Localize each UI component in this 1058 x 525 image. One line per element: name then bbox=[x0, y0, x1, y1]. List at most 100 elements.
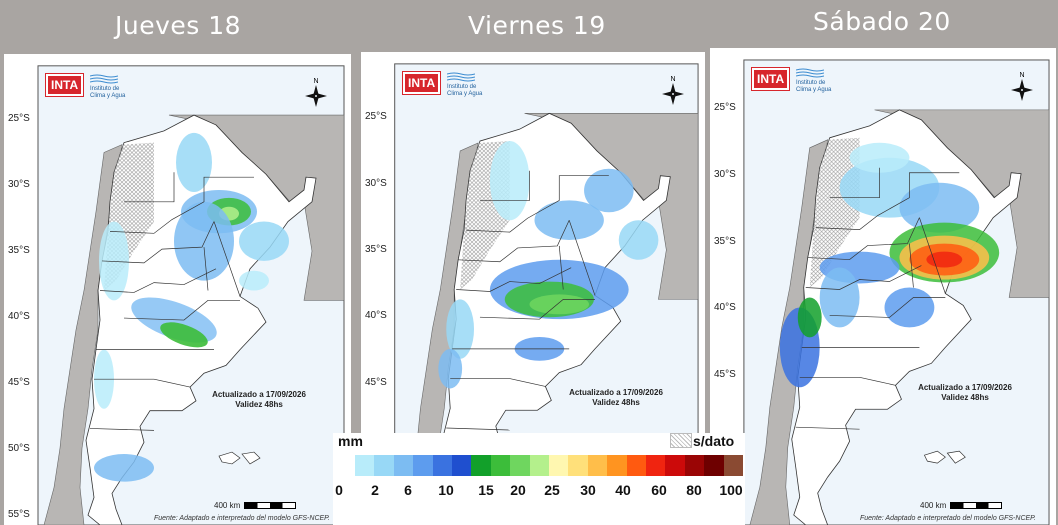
latitude-label: 25°S bbox=[714, 101, 736, 113]
source-note: Fuente: Adaptado e interpretado del mode… bbox=[860, 515, 1036, 522]
legend-swatch bbox=[568, 455, 589, 476]
province-border bbox=[99, 268, 217, 293]
validity: Validez 48hs bbox=[941, 393, 989, 402]
legend-swatch bbox=[374, 455, 395, 476]
legend-swatch bbox=[393, 455, 414, 476]
no-data-hatch-swatch bbox=[670, 433, 692, 448]
legend-swatch bbox=[646, 455, 666, 476]
legend-swatch bbox=[587, 455, 608, 476]
instituto-clima-agua-logo bbox=[796, 68, 824, 78]
province-border bbox=[799, 376, 896, 386]
legend-tick-label: 30 bbox=[580, 482, 596, 498]
latitude-label: 40°S bbox=[365, 310, 387, 322]
latitude-label: 35°S bbox=[365, 243, 387, 255]
latitude-label: 45°S bbox=[365, 376, 387, 388]
inta-logo: INTA bbox=[401, 71, 442, 95]
update-info: Actualizado a 17/09/2026 Validez 48hs bbox=[189, 390, 329, 410]
legend-tick-label: 10 bbox=[438, 482, 454, 498]
province-border bbox=[213, 221, 241, 297]
update-info: Actualizado a 17/09/2026 Validez 48hs bbox=[895, 383, 1035, 403]
institute-line-2: Clima y Agua bbox=[90, 93, 126, 99]
updated-date: Actualizado a 17/09/2026 bbox=[569, 388, 663, 397]
chile-region bbox=[400, 142, 479, 525]
province-border bbox=[829, 297, 946, 318]
rain-area bbox=[176, 132, 212, 192]
province-border bbox=[558, 245, 564, 290]
province-border bbox=[203, 247, 209, 291]
precipitation-map bbox=[743, 59, 1050, 525]
legend-swatch bbox=[432, 455, 453, 476]
province-border bbox=[123, 299, 240, 321]
legend-tick-label: 15 bbox=[478, 482, 494, 498]
validity: Validez 48hs bbox=[592, 398, 640, 407]
legend-tick-label: 80 bbox=[686, 482, 702, 498]
legend-swatch bbox=[607, 455, 628, 476]
institute-name: Instituto de Clima y Agua bbox=[90, 86, 125, 100]
province-border bbox=[124, 172, 175, 203]
legend-tick-label: 25 bbox=[544, 482, 560, 498]
legend-swatch bbox=[510, 455, 531, 476]
rain-area bbox=[849, 142, 910, 173]
legend-tick-label: 100 bbox=[719, 482, 743, 498]
latitude-label: 40°S bbox=[8, 311, 30, 323]
institute-line-1: Instituto de bbox=[447, 84, 477, 90]
rain-area bbox=[899, 182, 980, 233]
scale-label: 400 km bbox=[920, 501, 947, 510]
legend-unit: mm bbox=[338, 433, 363, 449]
latitude-label: 30°S bbox=[8, 179, 30, 191]
province-border bbox=[109, 176, 254, 234]
legend-swatch bbox=[723, 455, 744, 476]
legend-swatch bbox=[413, 455, 434, 476]
province-border bbox=[101, 221, 215, 264]
province-border bbox=[807, 217, 920, 260]
updated-date: Actualizado a 17/09/2026 bbox=[918, 383, 1012, 392]
legend-tick-label: 60 bbox=[651, 482, 667, 498]
province-border bbox=[479, 170, 530, 201]
province-border bbox=[450, 378, 546, 387]
rain-area bbox=[529, 294, 590, 315]
legend-swatch bbox=[471, 455, 492, 476]
province-border bbox=[89, 428, 155, 431]
day-title-jueves: Jueves 18 bbox=[115, 11, 242, 40]
rain-area bbox=[94, 454, 154, 482]
rain-area bbox=[618, 220, 659, 260]
province-border bbox=[829, 167, 880, 199]
latitude-label: 25°S bbox=[8, 113, 30, 125]
rain-area bbox=[584, 168, 634, 213]
legend-swatch bbox=[665, 455, 686, 476]
svg-text:N: N bbox=[313, 78, 318, 85]
rain-area bbox=[819, 267, 860, 328]
rain-area bbox=[797, 297, 822, 338]
latitude-label: 25°S bbox=[365, 111, 387, 123]
institute-line-2: Clima y Agua bbox=[796, 87, 832, 93]
institute-name: Instituto de Clima y Agua bbox=[796, 80, 831, 94]
instituto-clima-agua-logo bbox=[447, 72, 475, 82]
source-note: Fuente: Adaptado e interpretado del mode… bbox=[154, 515, 330, 522]
scale-bar-graphic bbox=[950, 502, 1003, 510]
legend-swatch bbox=[490, 455, 511, 476]
scale-label: 400 km bbox=[214, 501, 241, 510]
map-panel-sabado: 25°S30°S35°S40°S45°S50°S55°SINTAInstitut… bbox=[710, 48, 1056, 525]
precipitation-legend: mm s/dato 0 2 6 10 15 20 25 30 40 60 80 100 bbox=[333, 433, 745, 525]
legend-swatch bbox=[355, 455, 375, 476]
province-border bbox=[94, 378, 191, 388]
legend-tick-label: 0 bbox=[335, 482, 343, 498]
province-border bbox=[466, 175, 609, 233]
legend-swatch bbox=[626, 455, 647, 476]
rain-area bbox=[160, 322, 208, 348]
legend-tick-label: 2 bbox=[371, 482, 379, 498]
latitude-label: 40°S bbox=[714, 302, 736, 314]
rain-areas bbox=[94, 132, 289, 482]
province-border bbox=[479, 299, 595, 320]
province-border bbox=[458, 220, 570, 263]
svg-text:N: N bbox=[670, 76, 675, 83]
rain-area bbox=[489, 141, 530, 221]
latitude-label: 30°S bbox=[714, 168, 736, 180]
latitude-label: 45°S bbox=[8, 377, 30, 389]
scale-bar-graphic bbox=[244, 502, 297, 510]
legend-swatch bbox=[684, 455, 705, 476]
latitude-label: 30°S bbox=[365, 177, 387, 189]
precipitation-map bbox=[37, 65, 345, 525]
province-border bbox=[815, 172, 960, 230]
province-border bbox=[446, 427, 510, 431]
